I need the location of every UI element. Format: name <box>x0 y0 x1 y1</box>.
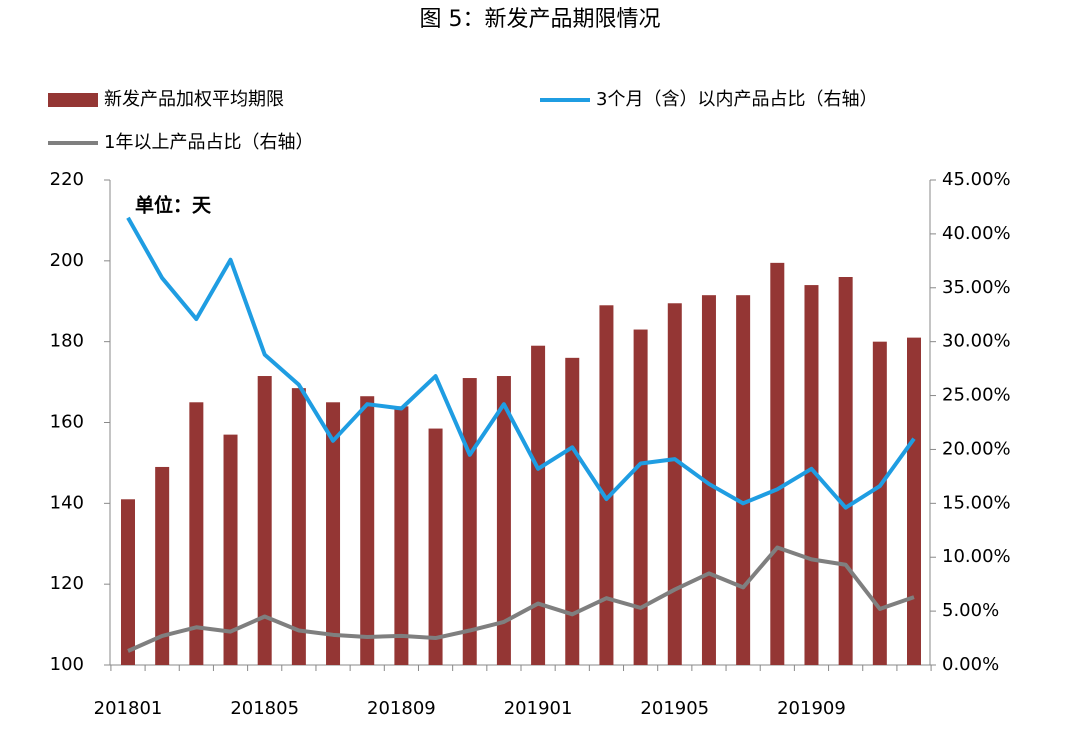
bar <box>428 428 443 665</box>
y-tick-label: 160 <box>50 412 84 433</box>
y2-tick-label: 25.00% <box>942 385 1011 406</box>
annotation: 单位：天 <box>135 194 212 217</box>
bar <box>701 295 716 665</box>
y2-tick-label: 0.00% <box>942 654 999 675</box>
bar <box>667 303 682 665</box>
bar <box>291 388 306 665</box>
bar <box>223 434 238 665</box>
legend-label: 3个月（含）以内产品占比（右轴） <box>596 89 877 110</box>
y2-tick-label: 10.00% <box>942 546 1011 567</box>
legend-label: 1年以上产品占比（右轴） <box>104 132 313 153</box>
legend-swatch <box>48 93 98 107</box>
bar <box>770 262 785 665</box>
x-tick-label: 201909 <box>777 698 846 719</box>
x-tick-label: 201809 <box>367 698 436 719</box>
bar <box>121 499 135 665</box>
bar <box>155 466 170 665</box>
x-tick-label: 201905 <box>640 698 709 719</box>
y2-tick-label: 40.00% <box>942 223 1011 244</box>
line <box>127 545 915 653</box>
line <box>126 216 916 510</box>
y-tick-label: 200 <box>50 250 84 271</box>
y2-tick-label: 35.00% <box>942 277 1011 298</box>
bar <box>804 285 819 665</box>
bar <box>599 305 614 665</box>
bar <box>360 396 375 665</box>
x-tick-label: 201801 <box>94 698 163 719</box>
bar <box>394 406 409 665</box>
y-tick-label: 140 <box>50 492 84 513</box>
bar <box>462 378 477 665</box>
bar <box>326 402 341 665</box>
x-tick-label: 201805 <box>230 698 299 719</box>
y2-tick-label: 30.00% <box>942 331 1011 352</box>
y2-tick-label: 45.00% <box>942 169 1011 190</box>
bar <box>872 341 887 665</box>
bar <box>531 345 546 665</box>
y2-tick-label: 5.00% <box>942 600 999 621</box>
y-tick-label: 180 <box>50 331 84 352</box>
bar <box>838 277 853 665</box>
y-tick-label: 220 <box>50 169 84 190</box>
bar <box>257 376 272 665</box>
bar <box>565 357 580 665</box>
chart-title: 图 5：新发产品期限情况 <box>420 7 661 32</box>
bar <box>496 376 511 665</box>
y2-tick-label: 20.00% <box>942 438 1011 459</box>
y-tick-label: 120 <box>50 573 84 594</box>
bar <box>633 329 648 665</box>
bar <box>907 337 921 665</box>
x-tick-label: 201901 <box>504 698 573 719</box>
y-tick-label: 100 <box>50 654 84 675</box>
bar <box>736 295 751 665</box>
bar <box>189 402 204 665</box>
legend-label: 新发产品加权平均期限 <box>104 89 284 110</box>
y2-tick-label: 15.00% <box>942 492 1011 513</box>
